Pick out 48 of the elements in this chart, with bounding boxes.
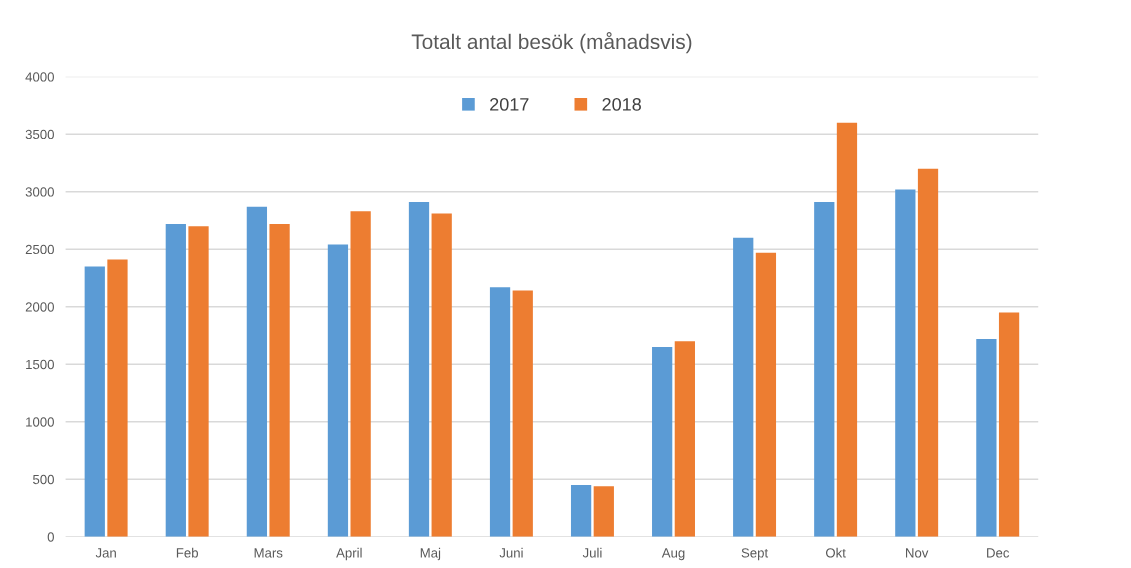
x-tick-label: Dec: [987, 548, 1010, 558]
legend-label: 2018: [602, 98, 641, 111]
bar: [593, 486, 614, 537]
bar: [570, 485, 592, 537]
bar: [652, 346, 673, 537]
x-tick-label: Juli: [582, 547, 602, 558]
y-tick-label: 1000: [26, 417, 54, 427]
bar: [107, 259, 128, 537]
bar: [998, 312, 1020, 537]
bar: [674, 341, 695, 537]
legend-label: 2017: [490, 98, 529, 111]
bar: [246, 206, 268, 537]
y-tick-label: 500: [33, 474, 54, 485]
bar: [836, 122, 858, 537]
bar: [755, 252, 777, 537]
bar: [431, 213, 452, 537]
x-tick-label: Okt: [825, 547, 846, 558]
y-tick-label: 3500: [25, 129, 54, 140]
x-tick-label: Feb: [176, 547, 198, 558]
bar: [814, 202, 835, 537]
bar: [269, 223, 290, 537]
chart-title: Totalt antal besök (månadsvis): [411, 32, 692, 54]
bar: [408, 202, 430, 537]
bar: [733, 237, 754, 537]
x-tick-label: Mars: [254, 548, 283, 558]
bar: [976, 338, 997, 537]
y-tick-label: 4000: [25, 72, 54, 82]
x-tick-label: Juni: [499, 547, 523, 558]
bar: [188, 226, 209, 537]
bar: [512, 290, 533, 537]
bar: [165, 223, 186, 537]
x-tick-label: Nov: [906, 548, 929, 558]
bar: [327, 244, 349, 537]
bar: [489, 287, 511, 537]
bar: [84, 266, 105, 537]
bar: [895, 189, 916, 537]
y-tick-label: 2500: [25, 244, 54, 255]
x-tick-label: April: [336, 547, 362, 561]
bar: [350, 211, 371, 537]
y-tick-label: 0: [47, 532, 54, 542]
x-tick-label: Maj: [420, 547, 441, 561]
x-tick-label: Aug: [661, 548, 685, 561]
x-tick-label: Sept: [741, 548, 769, 561]
y-tick-label: 3000: [25, 187, 54, 197]
bar: [917, 168, 939, 537]
y-tick-label: 2000: [25, 302, 54, 312]
y-tick-label: 1500: [26, 359, 54, 370]
x-tick-label: Jan: [95, 548, 116, 558]
